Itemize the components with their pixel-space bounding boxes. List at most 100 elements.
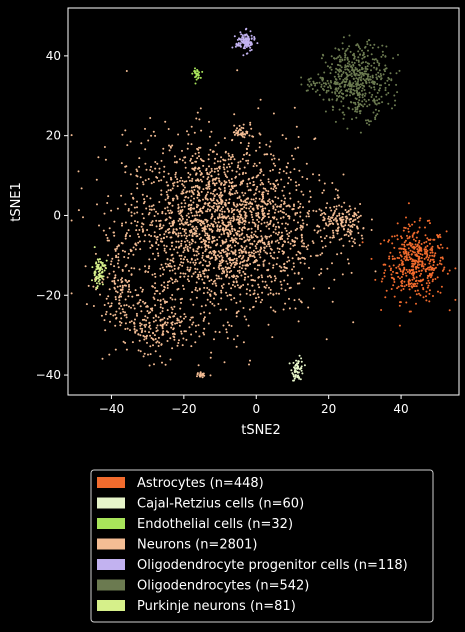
data-point xyxy=(176,322,178,325)
data-point xyxy=(302,257,305,259)
data-point xyxy=(175,246,178,249)
data-point xyxy=(329,80,332,82)
data-point xyxy=(424,234,427,237)
data-point xyxy=(361,241,364,244)
data-point xyxy=(145,207,148,210)
data-point xyxy=(190,125,193,128)
data-point xyxy=(338,77,341,80)
data-point xyxy=(158,341,161,344)
data-point xyxy=(231,230,234,233)
data-point xyxy=(249,49,252,52)
data-point xyxy=(425,299,428,302)
data-point xyxy=(252,165,255,168)
data-point xyxy=(285,229,288,232)
data-point xyxy=(124,322,127,325)
data-point xyxy=(180,219,183,222)
data-point xyxy=(154,275,157,278)
data-point xyxy=(138,339,141,342)
data-point xyxy=(419,274,421,277)
data-point xyxy=(277,221,280,224)
data-point xyxy=(235,312,238,315)
data-point xyxy=(327,86,330,89)
data-point xyxy=(223,137,226,140)
data-point xyxy=(238,217,241,220)
data-point xyxy=(216,207,219,210)
data-point xyxy=(207,202,210,205)
data-point xyxy=(202,372,205,375)
data-point xyxy=(124,129,127,132)
data-point xyxy=(274,196,277,199)
data-point xyxy=(249,246,252,249)
data-point xyxy=(310,84,313,87)
data-point xyxy=(362,78,365,80)
data-point xyxy=(251,284,254,287)
data-point xyxy=(239,300,242,303)
data-point xyxy=(343,228,345,231)
data-point xyxy=(425,282,428,285)
data-point xyxy=(364,92,367,95)
data-point xyxy=(307,244,310,247)
data-point xyxy=(429,265,432,268)
data-point xyxy=(236,262,238,265)
data-point xyxy=(346,57,349,60)
data-point xyxy=(271,199,274,202)
data-point xyxy=(198,233,201,236)
data-point xyxy=(322,98,325,101)
data-point xyxy=(247,39,250,42)
data-point xyxy=(398,257,401,260)
data-point xyxy=(354,74,357,77)
data-point xyxy=(241,217,244,220)
data-point xyxy=(355,85,358,88)
data-point xyxy=(405,284,408,286)
data-point xyxy=(167,172,170,175)
data-point xyxy=(227,228,230,231)
data-point xyxy=(182,223,185,226)
data-point xyxy=(159,274,162,277)
data-point xyxy=(189,199,192,202)
data-point xyxy=(244,204,247,206)
data-point xyxy=(223,180,226,183)
data-point xyxy=(362,105,365,108)
data-point xyxy=(210,279,213,281)
data-point xyxy=(247,145,250,147)
data-point xyxy=(249,294,252,296)
data-point xyxy=(426,255,429,257)
data-point xyxy=(401,282,404,285)
data-point xyxy=(422,278,425,281)
data-point xyxy=(202,259,205,261)
data-point xyxy=(239,254,242,257)
data-point xyxy=(183,230,186,233)
data-point xyxy=(190,220,193,223)
data-point xyxy=(413,260,415,263)
data-point xyxy=(396,222,399,225)
data-point xyxy=(213,279,216,282)
data-point xyxy=(341,81,344,83)
data-point xyxy=(129,173,132,176)
data-point xyxy=(296,365,299,368)
data-point xyxy=(139,324,142,327)
data-point xyxy=(195,78,198,81)
data-point xyxy=(356,110,358,113)
data-point xyxy=(388,239,390,242)
data-point xyxy=(274,277,277,280)
data-point xyxy=(227,210,230,213)
data-point xyxy=(359,71,362,74)
data-point xyxy=(294,374,297,376)
data-point xyxy=(288,307,291,310)
data-point xyxy=(223,171,226,174)
data-point xyxy=(436,276,439,279)
data-point xyxy=(234,253,237,256)
data-point xyxy=(176,185,179,188)
data-point xyxy=(250,127,253,130)
data-point xyxy=(312,209,315,212)
data-point xyxy=(323,71,326,74)
data-point xyxy=(322,89,325,91)
data-point xyxy=(292,375,295,378)
data-point xyxy=(348,213,351,216)
data-point xyxy=(347,209,350,212)
data-point xyxy=(168,144,170,147)
data-point xyxy=(195,219,198,222)
data-point xyxy=(408,285,410,288)
data-point xyxy=(216,193,219,196)
data-point xyxy=(133,206,136,209)
